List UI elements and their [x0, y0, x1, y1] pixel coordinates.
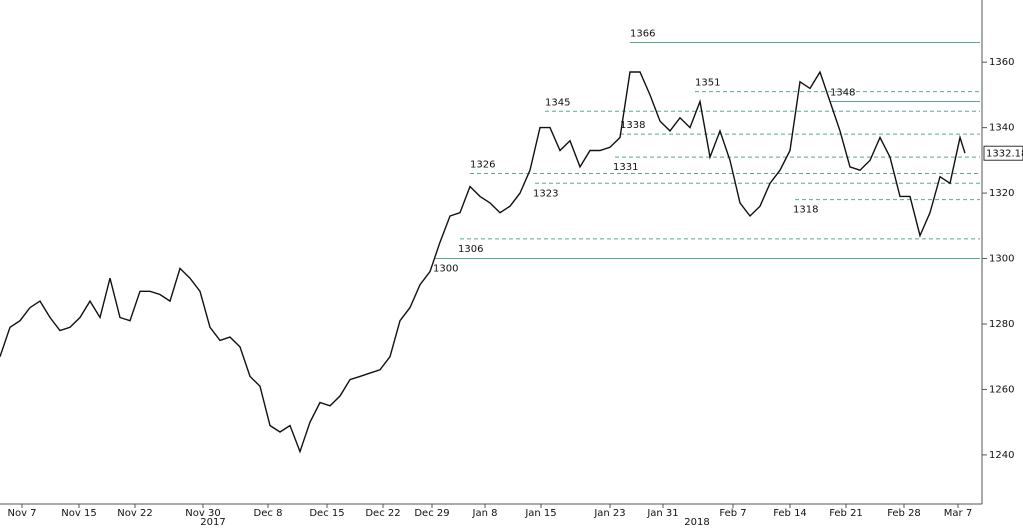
- x-tick-label: Nov 22: [117, 508, 152, 519]
- level-label: 1351: [695, 78, 720, 89]
- y-tick-label: 1320: [989, 188, 1014, 199]
- x-tick-label: Nov 15: [61, 508, 96, 519]
- level-label: 1323: [533, 188, 558, 199]
- last-value-label: 1332.18: [986, 149, 1023, 160]
- level-label: 1300: [433, 264, 458, 275]
- x-tick-label: Jan 8: [472, 508, 498, 519]
- x-tick-label: Feb 28: [887, 508, 921, 519]
- x-tick-label: Nov 7: [7, 508, 36, 519]
- level-label: 1331: [613, 162, 638, 173]
- level-label: 1326: [470, 159, 495, 170]
- x-tick-label: Dec 8: [254, 508, 283, 519]
- y-tick-label: 1360: [989, 57, 1014, 68]
- y-tick-label: 1300: [989, 254, 1014, 265]
- year-label: 2017: [200, 517, 225, 528]
- y-tick-label: 1240: [989, 450, 1014, 461]
- x-tick-label: Feb 7: [719, 508, 746, 519]
- level-label: 1318: [793, 205, 818, 216]
- x-tick-label: Jan 15: [524, 508, 556, 519]
- price-line: [0, 70, 966, 454]
- x-tick-label: Feb 21: [829, 508, 863, 519]
- y-tick-label: 1260: [989, 384, 1014, 395]
- x-tick-label: Jan 23: [593, 508, 625, 519]
- x-tick-label: Feb 14: [773, 508, 807, 519]
- x-tick-label: Dec 15: [309, 508, 344, 519]
- y-tick-label: 1280: [989, 319, 1014, 330]
- level-label: 1345: [545, 97, 570, 108]
- level-label: 1366: [630, 29, 655, 40]
- x-tick-label: Nov 30: [185, 508, 220, 519]
- year-label: 2018: [684, 517, 709, 528]
- x-tick-label: Mar 7: [944, 508, 972, 519]
- x-tick-label: Dec 29: [414, 508, 449, 519]
- x-tick-label: Dec 22: [365, 508, 400, 519]
- last-value-box: [983, 145, 1023, 161]
- level-label: 1338: [620, 120, 645, 131]
- y-tick-label: 1340: [989, 123, 1014, 134]
- level-label: 1348: [830, 87, 855, 98]
- level-label: 1306: [458, 244, 483, 255]
- x-tick-label: Jan 31: [646, 508, 678, 519]
